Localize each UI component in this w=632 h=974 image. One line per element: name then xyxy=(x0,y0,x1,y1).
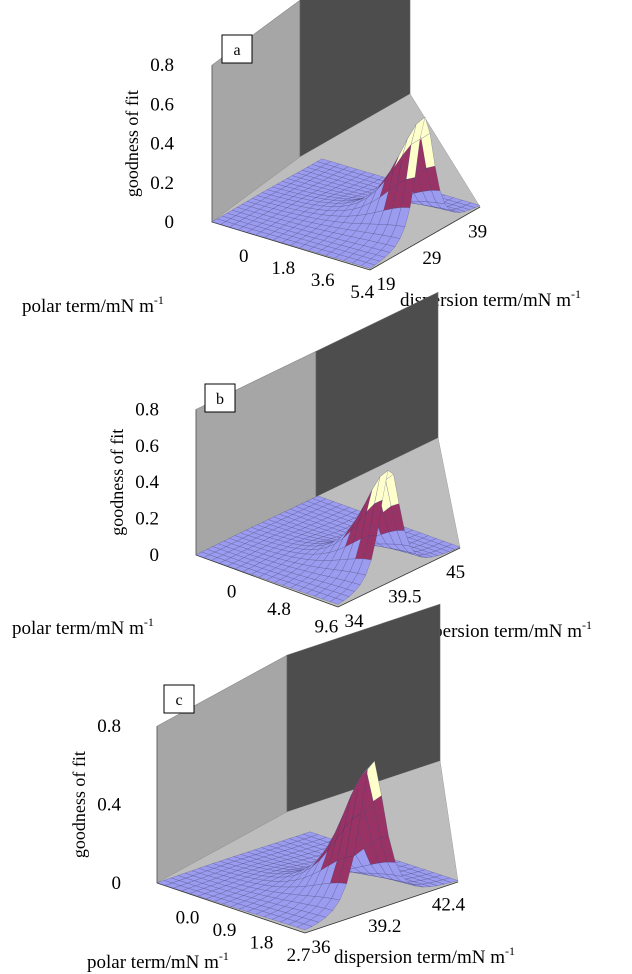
panel-label-box xyxy=(163,684,195,714)
x-axis-line xyxy=(156,882,306,934)
x-axis-line xyxy=(195,554,339,608)
x-axis-title: polar term/mN m-1 xyxy=(12,615,154,639)
z-tick-label: 0.8 xyxy=(97,716,121,737)
z-tick-label: 0.8 xyxy=(135,399,159,420)
y-axis-title-sup: -1 xyxy=(571,287,581,301)
y-axis-title: dispersion term/mN m-1 xyxy=(411,618,592,642)
surface-mesh xyxy=(156,760,459,931)
x-tick-label: 0.9 xyxy=(213,920,237,941)
surface-chart-c: c 0 0.4 0.8 goodness of fit 0.0 0.9 1.8 2.7 36 39.… xyxy=(69,603,515,973)
surface-chart-a: a 0 0.2 0.4 0.6 0.8 goodness of fit 0 1.8 3.6 5.4 1… xyxy=(22,0,581,317)
y-tick-label: 42.4 xyxy=(432,895,466,916)
y-tick-label: 39.5 xyxy=(388,586,421,607)
z-axis-title: goodness of fit xyxy=(69,751,89,858)
y-tick-label: 19 xyxy=(377,274,396,295)
z-tick-label: 0.4 xyxy=(150,134,174,155)
x-axis-title-sup: -1 xyxy=(219,949,229,963)
x-tick-label: 0.0 xyxy=(176,907,200,928)
z-tick-label: 0.4 xyxy=(97,795,121,816)
z-tick-label: 0.6 xyxy=(135,436,159,457)
surface-chart-b: b 0 0.2 0.4 0.6 0.8 goodness of fit 0 4.8 9.6 34 39… xyxy=(12,291,592,642)
y-axis-title-sup: -1 xyxy=(505,944,515,958)
x-axis-title: polar term/mN m-1 xyxy=(87,949,229,973)
surface-cell xyxy=(296,923,313,931)
y-axis-title: dispersion term/mN m-1 xyxy=(334,944,515,968)
x-axis-line xyxy=(211,221,371,271)
y-tick-label: 34 xyxy=(345,611,365,632)
y-tick-label: 36 xyxy=(312,937,331,958)
y-tick-label: 45 xyxy=(446,562,465,583)
surface-cell xyxy=(329,597,344,605)
z-tick-label: 0 xyxy=(112,873,122,894)
z-tick-label: 0.2 xyxy=(135,509,159,530)
x-tick-label: 1.8 xyxy=(250,932,274,953)
panel-label-box xyxy=(221,34,253,64)
surface-cell xyxy=(360,262,376,269)
y-axis-line xyxy=(337,547,461,608)
z-axis-title: goodness of fit xyxy=(122,90,142,197)
y-tick-label: 39 xyxy=(468,222,487,243)
x-axis-title: polar term/mN m-1 xyxy=(22,293,164,317)
x-tick-label: 9.6 xyxy=(314,616,338,637)
panel-label: a xyxy=(233,42,240,59)
y-tick-label: 29 xyxy=(422,248,441,269)
z-tick-label: 0.4 xyxy=(135,472,159,493)
y-axis-title-sup: -1 xyxy=(582,618,592,632)
z-tick-label: 0 xyxy=(165,212,175,233)
x-axis-title-sup: -1 xyxy=(144,615,154,629)
x-tick-label: 1.8 xyxy=(271,258,295,279)
x-tick-label: 2.7 xyxy=(287,945,311,966)
surface-mesh xyxy=(195,470,461,605)
y-axis-line xyxy=(304,881,459,934)
x-tick-label: 0 xyxy=(227,582,237,603)
panel-label: c xyxy=(175,692,182,709)
x-tick-label: 4.8 xyxy=(267,599,291,620)
z-tick-label: 0.2 xyxy=(150,173,174,194)
surface-mesh xyxy=(211,116,481,269)
y-axis-line xyxy=(369,206,481,271)
panel-label: b xyxy=(216,391,224,408)
x-axis-title-sup: -1 xyxy=(154,293,164,307)
z-tick-label: 0.8 xyxy=(150,55,174,76)
z-axis-title: goodness of fit xyxy=(107,429,127,536)
z-tick-label: 0 xyxy=(150,545,160,566)
panel-label-box xyxy=(204,383,236,413)
z-tick-label: 0.6 xyxy=(150,94,174,115)
x-tick-label: 3.6 xyxy=(311,270,335,291)
y-tick-label: 39.2 xyxy=(368,916,401,937)
x-tick-label: 5.4 xyxy=(350,282,374,303)
x-tick-label: 0 xyxy=(239,246,249,267)
